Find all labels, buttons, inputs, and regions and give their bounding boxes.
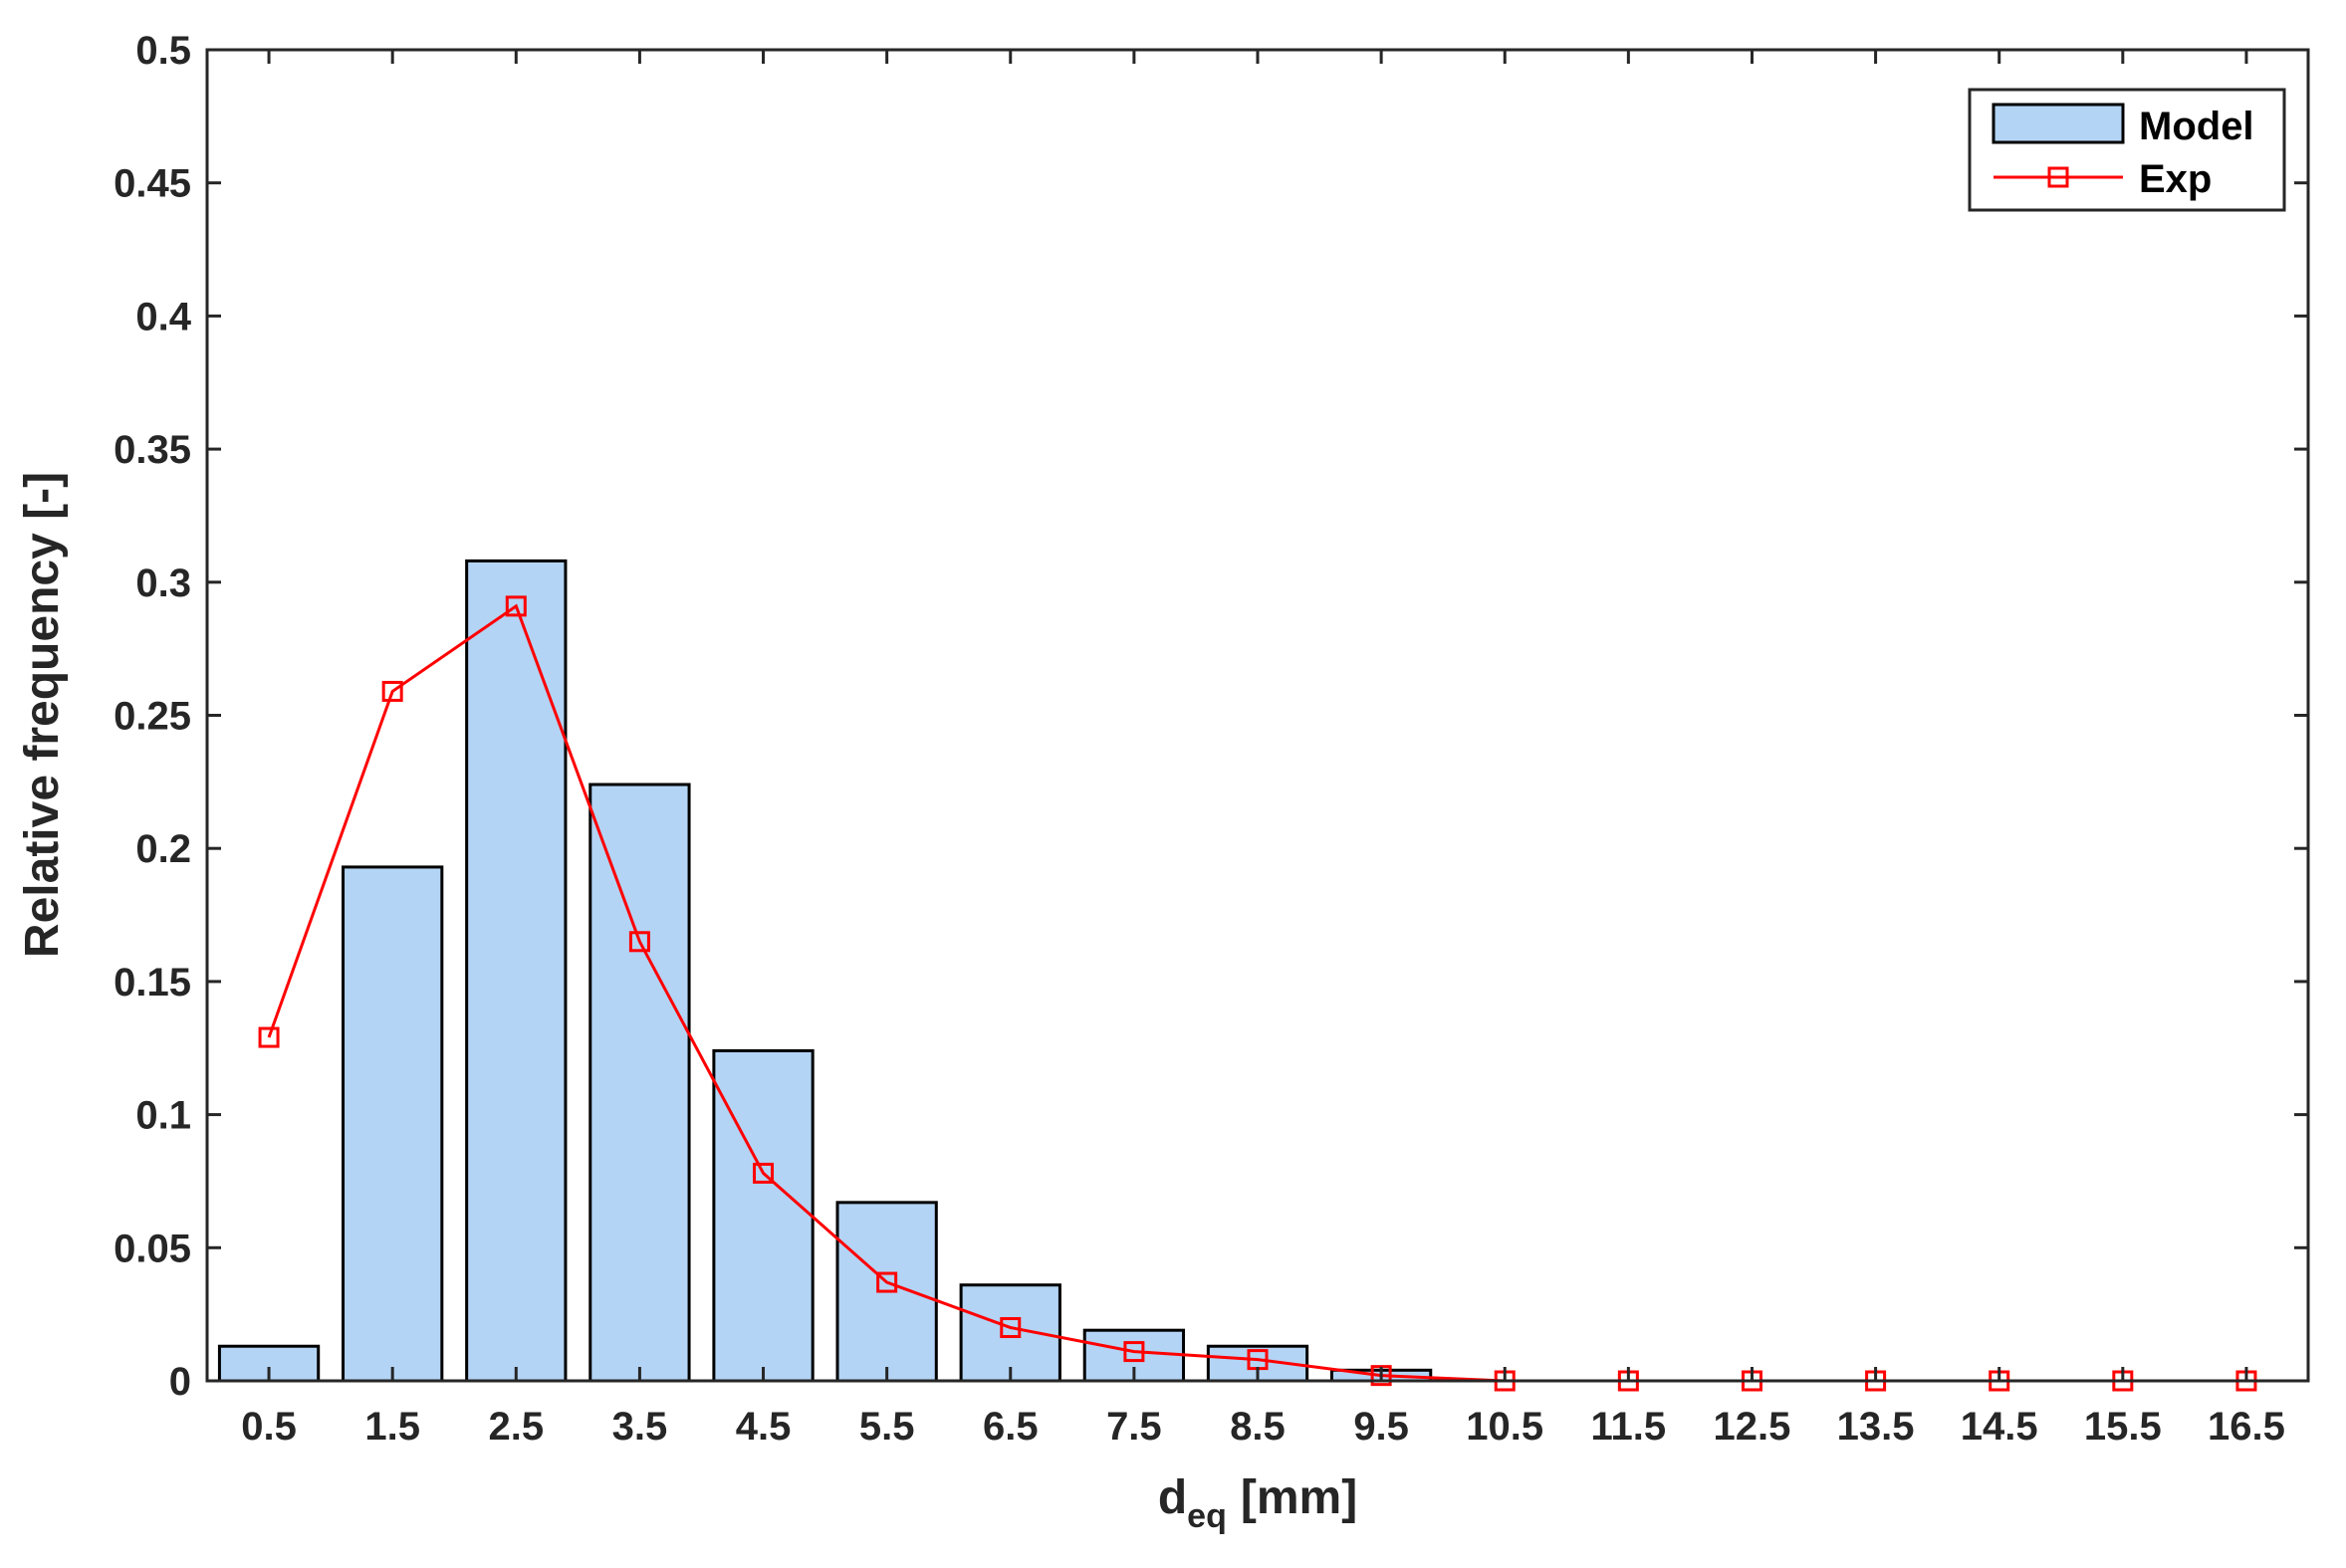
x-tick-label-16.5: 16.5 [2208, 1405, 2285, 1449]
y-tick-label-0.45: 0.45 [114, 162, 191, 206]
x-axis-title: deq [mm] [1158, 1471, 1357, 1535]
bar-model-7.5 [1082, 1328, 1186, 1383]
y-tick-label-0.15: 0.15 [114, 961, 191, 1005]
bar-model-1.5 [342, 865, 444, 1383]
y-tick-label-0.3: 0.3 [135, 561, 191, 605]
bar-model-3.5 [588, 783, 691, 1383]
legend-swatch-model [1992, 103, 2125, 144]
x-tick-label-9.5: 9.5 [1353, 1405, 1409, 1449]
marker-exp-5.5 [876, 1271, 898, 1293]
y-tick-label-0.05: 0.05 [114, 1227, 191, 1270]
marker-exp-9.5 [1370, 1365, 1392, 1387]
marker-exp-1.5 [381, 680, 403, 702]
y-tick-label-0.5: 0.5 [135, 29, 191, 73]
y-tick-labels: 0 0.05 0.1 0.15 0.2 0.25 0.3 0.35 0.4 0.45 0.5 [114, 29, 192, 1404]
x-tick-label-13.5: 13.5 [1837, 1405, 1915, 1449]
legend-label-exp: Exp [2139, 157, 2212, 201]
bar-model-0.5 [217, 1344, 321, 1383]
y-tick-label-0.35: 0.35 [114, 428, 191, 472]
y-tick-label-0.2: 0.2 [135, 827, 191, 871]
marker-exp-0.5 [258, 1026, 280, 1048]
x-tick-labels: 0.5 1.5 2.5 3.5 4.5 5.5 6.5 7.5 8.5 9.5 10.5 11.5 12… [241, 1405, 2285, 1449]
marker-exp-2.5 [505, 595, 527, 617]
x-tick-label-12.5: 12.5 [1714, 1405, 1791, 1449]
y-tick-label-0.4: 0.4 [135, 295, 191, 338]
marker-exp-6.5 [1000, 1317, 1022, 1339]
x-tick-label-5.5: 5.5 [859, 1405, 915, 1449]
bar-model-2.5 [465, 559, 568, 1383]
x-tick-label-8.5: 8.5 [1230, 1405, 1286, 1449]
x-tick-label-15.5: 15.5 [2084, 1405, 2162, 1449]
x-tick-label-10.5: 10.5 [1466, 1405, 1543, 1449]
x-axis-title-unit: [mm] [1241, 1471, 1357, 1524]
legend: Model Exp [1968, 88, 2286, 212]
x-tick-label-6.5: 6.5 [983, 1405, 1039, 1449]
legend-box [1968, 88, 2286, 212]
marker-exp-3.5 [628, 931, 650, 953]
legend-marker-exp [2047, 166, 2069, 188]
x-tick-label-14.5: 14.5 [1961, 1405, 2038, 1449]
x-tick-label-7.5: 7.5 [1106, 1405, 1162, 1449]
x-tick-label-2.5: 2.5 [488, 1405, 544, 1449]
x-tick-label-1.5: 1.5 [364, 1405, 420, 1449]
x-tick-label-4.5: 4.5 [736, 1405, 792, 1449]
marker-exp-4.5 [753, 1162, 775, 1184]
x-tick-label-11.5: 11.5 [1591, 1405, 1667, 1449]
x-axis-title-symbol: d [1158, 1471, 1187, 1524]
bar-model-4.5 [712, 1048, 815, 1383]
x-axis-title-subscript: eq [1187, 1497, 1227, 1535]
y-tick-label-0.1: 0.1 [135, 1094, 191, 1138]
x-tick-label-3.5: 3.5 [612, 1405, 668, 1449]
y-axis-title: Relative frequency [-] [16, 472, 69, 958]
axis-ticks [207, 48, 2308, 1383]
x-tick-label-0.5: 0.5 [241, 1405, 297, 1449]
marker-exp-7.5 [1123, 1341, 1145, 1363]
y-tick-label-0: 0 [169, 1360, 191, 1404]
y-tick-label-0.25: 0.25 [114, 695, 191, 739]
legend-label-model: Model [2139, 105, 2254, 148]
